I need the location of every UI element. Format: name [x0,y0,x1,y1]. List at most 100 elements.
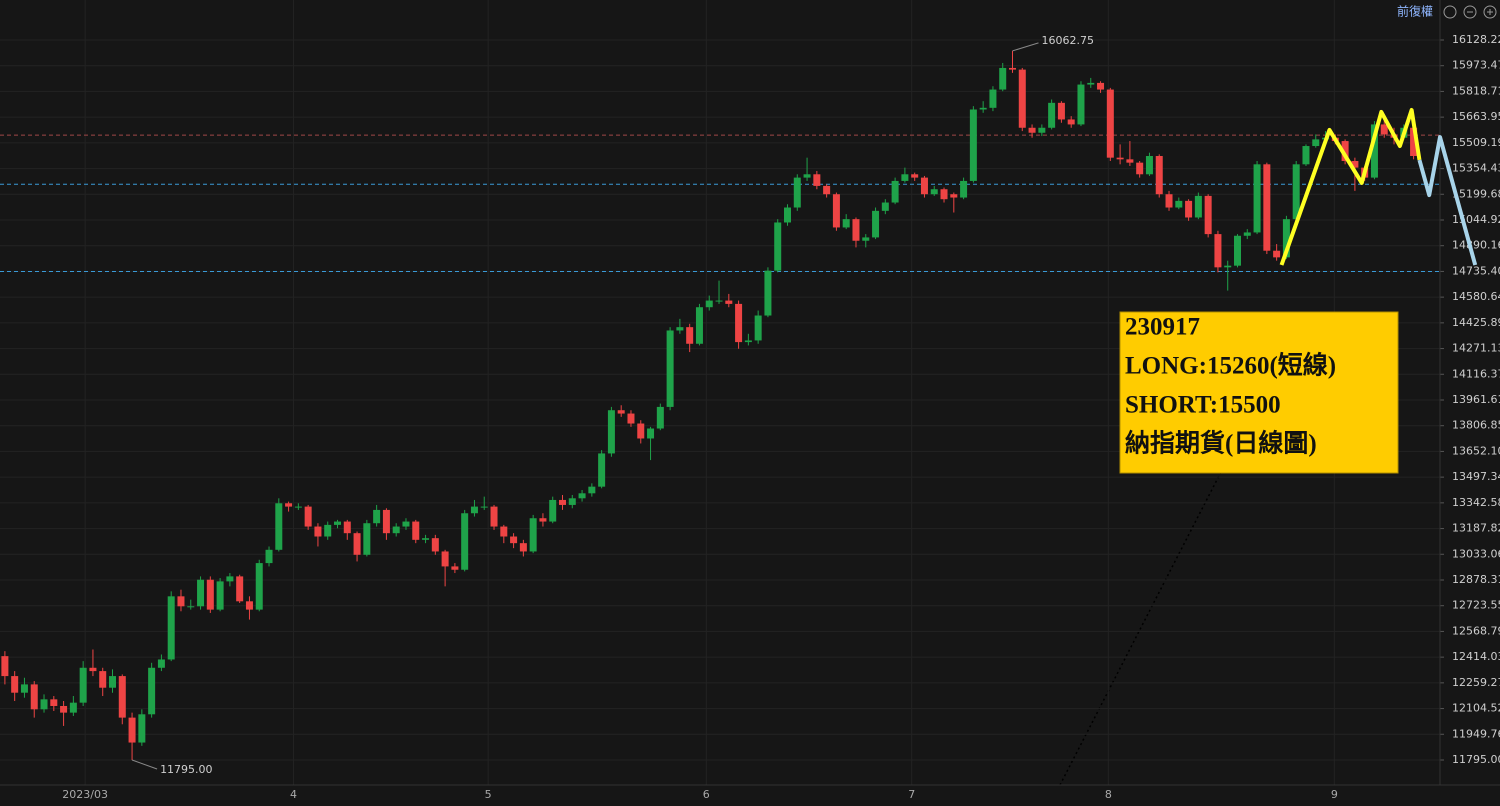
y-tick-label: 11949.76 [1452,727,1500,740]
candle-body [412,521,420,540]
candle-body [989,89,997,108]
annotation-line: 230917 [1125,314,1200,341]
y-tick-label: 15973.47 [1452,59,1500,72]
candle-body [99,671,107,688]
candle-body [1145,156,1153,175]
candle-body [265,549,273,564]
candle-body [1009,67,1016,70]
candle-body [11,676,19,693]
candle-body [343,521,351,534]
candle-body [363,523,371,555]
y-tick-label: 14425.89 [1452,316,1500,329]
candle-body [588,486,596,494]
candle-body [881,202,889,211]
candle-body [539,518,547,522]
candle-body [559,499,566,505]
candle-body [177,596,185,607]
y-tick-label: 13806.85 [1452,419,1500,432]
candle-body [157,659,165,668]
candle-body [1302,146,1310,165]
candle-body [1116,157,1124,160]
candle-body [206,579,214,610]
candle-body [607,410,615,454]
candle-body [1243,232,1251,236]
y-tick-label: 15509.19 [1452,136,1500,149]
candle-body [431,538,439,552]
candle-body [50,699,58,706]
trend-line [1059,469,1223,786]
candle-body [30,684,38,710]
candle-body [764,270,772,316]
candle-body [940,189,948,200]
x-tick-label: 2023/03 [62,788,108,801]
y-tick-label: 13187.82 [1452,522,1500,535]
y-tick-label: 13497.34 [1452,470,1500,483]
candle-body [1126,159,1134,163]
candle-body [392,526,400,534]
y-tick-label: 13342.58 [1452,496,1500,509]
candle-body [549,499,557,522]
y-tick-label: 12878.31 [1452,573,1500,586]
candle-body [79,667,87,703]
y-tick-label: 14116.37 [1452,367,1500,380]
candle-body [1263,164,1271,251]
candle-body [1224,265,1232,268]
candle-body [1097,82,1105,90]
candle-body [744,340,752,343]
zoom-out-icon[interactable] [1463,5,1477,19]
candle-body [803,174,811,178]
candle-body [784,207,791,223]
candle-body [872,210,880,238]
candle-body [236,576,244,602]
candle-body [314,526,322,537]
candle-body [461,513,469,570]
annotation-text: 230917 LONG:15260(短線) SHORT:15500 納指期貨(日線圖) [1125,314,1336,458]
x-tick-label: 8 [1105,788,1112,801]
candle-body [167,596,175,660]
candle-body [842,219,850,228]
candle-body [568,498,576,505]
candle-body [862,237,870,241]
candle-body [519,543,527,552]
candle-body [647,428,655,439]
candle-body [695,307,703,344]
candle-body [735,303,743,343]
toolbar-icon[interactable] [1443,5,1457,19]
candle-body [999,67,1007,90]
y-tick-label: 14580.64 [1452,290,1500,303]
y-tick-label: 11795.00 [1452,753,1500,766]
candle-body [245,601,253,610]
candle-body [402,521,410,527]
candle-body [1087,82,1095,85]
zoom-in-icon[interactable] [1483,5,1497,19]
candle-body [422,538,430,540]
candle-body [754,315,762,341]
candle-body [118,676,126,718]
candle-body [1165,194,1173,208]
candle-body [1234,235,1241,266]
candle-body [441,551,449,567]
candle-body [490,506,498,527]
candle-body [920,177,928,195]
candle-body [715,300,723,302]
y-tick-label: 15354.43 [1452,162,1500,175]
toolbar-label[interactable]: 前復權 [1397,4,1433,19]
candle-body [891,180,899,203]
candle-body [1292,164,1300,220]
y-tick-label: 14271.13 [1452,342,1500,355]
candle-body [1077,84,1085,125]
y-tick-label: 13961.61 [1452,393,1500,406]
candle-body [1194,195,1202,218]
candle-body [950,194,958,198]
candle-body [1410,127,1418,157]
candle-body [911,174,919,178]
high-label: 16062.75 [1042,34,1095,47]
candle-body [1067,119,1075,125]
x-tick-label: 6 [703,788,710,801]
low-label: 11795.00 [160,763,213,776]
candle-body [725,300,733,304]
candle-body [705,300,713,308]
candle-body [627,413,635,424]
candle-body [128,717,136,743]
x-tick-label: 4 [290,788,297,801]
